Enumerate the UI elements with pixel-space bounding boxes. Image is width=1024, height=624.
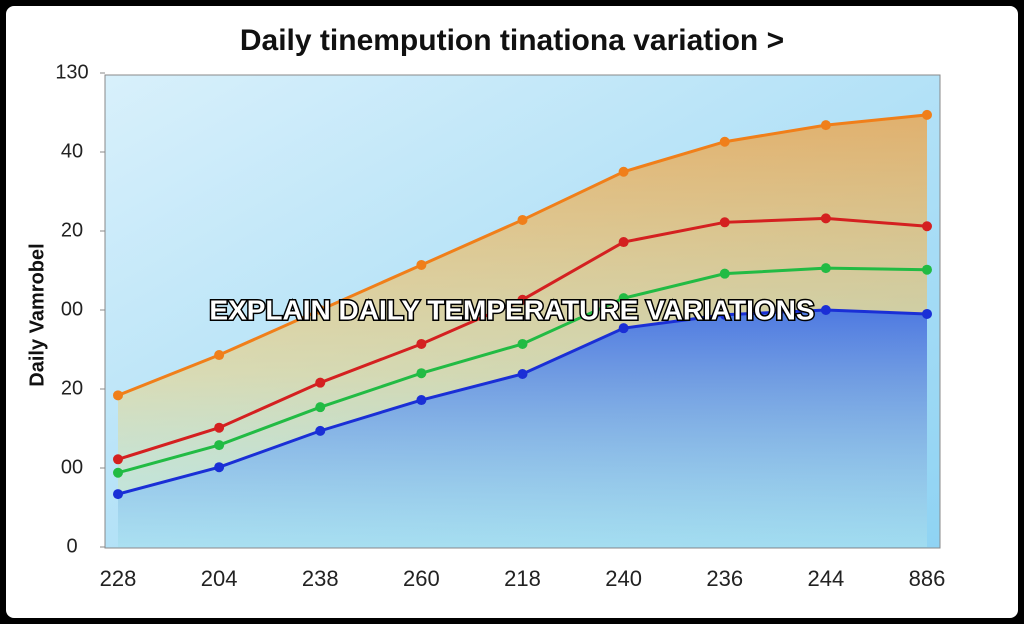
point	[922, 264, 932, 275]
x-tick-label: 240	[605, 566, 642, 591]
y-tick-label: 0	[66, 535, 77, 557]
x-tick-label: 886	[909, 566, 946, 591]
point	[517, 214, 528, 225]
y-tick-label: 20	[61, 219, 83, 241]
point	[719, 217, 730, 228]
point	[618, 323, 629, 334]
y-tick-label: 20	[61, 377, 83, 399]
point	[416, 368, 427, 379]
point	[820, 120, 831, 131]
point	[214, 350, 225, 361]
x-tick-label: 218	[504, 566, 541, 591]
point	[719, 309, 730, 320]
point	[416, 259, 427, 270]
point	[517, 294, 528, 305]
area	[118, 310, 927, 547]
y-axis-label: Daily Vamrobel	[26, 243, 48, 386]
point	[820, 305, 831, 315]
x-tick-label: 236	[706, 566, 743, 591]
point	[416, 338, 427, 349]
point	[719, 268, 730, 279]
chart-title: Daily tinempution tinationa variation >	[240, 24, 784, 57]
point	[517, 338, 528, 349]
point	[113, 467, 123, 478]
point	[922, 109, 932, 120]
y-tick-label: 00	[61, 456, 83, 478]
point	[820, 263, 831, 274]
point	[315, 377, 326, 388]
point	[618, 237, 629, 248]
point	[214, 462, 225, 473]
point	[820, 213, 831, 224]
point	[315, 402, 326, 413]
x-tick-label: 238	[302, 566, 339, 591]
point	[719, 136, 730, 147]
point	[315, 305, 326, 315]
x-tick-label: 244	[808, 566, 845, 591]
point	[214, 440, 225, 451]
point	[113, 489, 123, 500]
point	[618, 293, 629, 304]
point	[922, 308, 932, 319]
y-tick-label: 130	[55, 61, 88, 83]
annotation: EXPLAIN DAILY TEMPERATURE VARIATIONS	[209, 294, 814, 325]
x-tick-label: 204	[201, 566, 238, 591]
y-tick-label: 40	[61, 140, 83, 162]
x-tick-label: 260	[403, 566, 440, 591]
y-tick-label: 00	[61, 298, 83, 320]
point	[113, 454, 123, 465]
point	[315, 425, 326, 436]
point	[416, 395, 427, 406]
point	[922, 221, 932, 232]
point	[113, 390, 123, 401]
x-tick-label: 228	[100, 566, 137, 591]
point	[618, 166, 629, 177]
point	[214, 422, 225, 433]
point	[517, 368, 528, 379]
